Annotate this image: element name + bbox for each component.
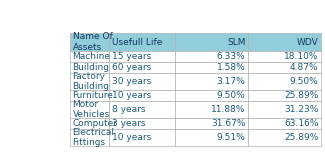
Bar (176, 101, 248, 118)
Bar (109, 90, 176, 101)
Text: 9.50%: 9.50% (290, 77, 318, 86)
Text: 15 years: 15 years (112, 52, 151, 61)
Text: 3 years: 3 years (112, 119, 145, 128)
Text: 4.87%: 4.87% (290, 63, 318, 72)
Bar (109, 62, 176, 73)
Text: 63.16%: 63.16% (284, 119, 318, 128)
Text: Computer: Computer (72, 119, 118, 128)
Bar (248, 73, 321, 90)
Text: WDV: WDV (297, 38, 318, 47)
Bar (109, 73, 176, 90)
Text: 25.89%: 25.89% (284, 91, 318, 100)
Bar (248, 90, 321, 101)
Text: 18.10%: 18.10% (284, 52, 318, 61)
Bar (109, 101, 176, 118)
Bar (109, 129, 176, 146)
Text: 3.17%: 3.17% (217, 77, 245, 86)
Text: SLM: SLM (227, 38, 245, 47)
Text: 1.58%: 1.58% (217, 63, 245, 72)
Text: 9.50%: 9.50% (217, 91, 245, 100)
Text: Building: Building (72, 63, 110, 72)
Text: 25.89%: 25.89% (284, 133, 318, 142)
Bar (248, 118, 321, 129)
Text: Factory
Building: Factory Building (72, 72, 110, 91)
Text: Furniture: Furniture (72, 91, 113, 100)
Text: 60 years: 60 years (112, 63, 151, 72)
Text: Motor
Vehicles: Motor Vehicles (72, 100, 110, 119)
Bar (109, 51, 176, 62)
Bar (248, 101, 321, 118)
Bar (70, 118, 109, 129)
Text: 6.33%: 6.33% (217, 52, 245, 61)
Text: 8 years: 8 years (112, 105, 145, 114)
Bar (176, 118, 248, 129)
Bar (70, 73, 109, 90)
Bar (70, 51, 109, 62)
Bar (176, 90, 248, 101)
Text: 30 years: 30 years (112, 77, 151, 86)
Bar (109, 33, 176, 51)
Bar (176, 33, 248, 51)
Text: 31.23%: 31.23% (284, 105, 318, 114)
Text: 9.51%: 9.51% (217, 133, 245, 142)
Bar (70, 101, 109, 118)
Bar (248, 129, 321, 146)
Text: 10 years: 10 years (112, 91, 151, 100)
Bar (248, 51, 321, 62)
Bar (248, 33, 321, 51)
Bar (176, 129, 248, 146)
Text: 10 years: 10 years (112, 133, 151, 142)
Bar (70, 33, 109, 51)
Text: Name Of
Assets: Name Of Assets (72, 32, 112, 52)
Bar (70, 62, 109, 73)
Text: Electrical
Fittings: Electrical Fittings (72, 128, 115, 147)
Text: 31.67%: 31.67% (211, 119, 245, 128)
Text: 11.88%: 11.88% (211, 105, 245, 114)
Bar (248, 62, 321, 73)
Text: Machine: Machine (72, 52, 110, 61)
Bar (109, 118, 176, 129)
Bar (70, 90, 109, 101)
Text: Usefull Life: Usefull Life (112, 38, 162, 47)
Bar (70, 129, 109, 146)
Bar (176, 51, 248, 62)
Bar (176, 62, 248, 73)
Bar (176, 73, 248, 90)
